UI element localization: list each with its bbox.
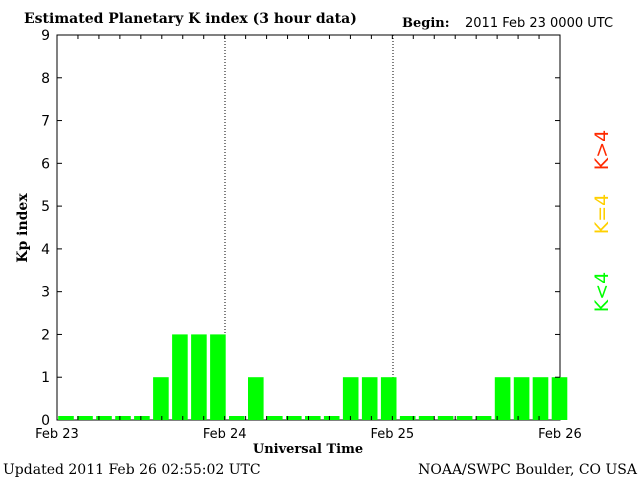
y-tick-label: 3 xyxy=(41,285,50,301)
kp-bar xyxy=(210,334,226,420)
kp-bar xyxy=(96,416,112,420)
x-axis-label: Universal Time xyxy=(253,442,363,457)
y-tick-label: 5 xyxy=(41,199,50,215)
kp-bar xyxy=(77,416,93,420)
updated-timestamp: Updated 2011 Feb 26 02:55:02 UTC xyxy=(3,462,261,478)
kp-bar xyxy=(248,377,264,420)
bars-group xyxy=(58,334,568,420)
kp-bar xyxy=(437,416,454,420)
kp-bar xyxy=(361,377,378,420)
y-tick-label: 6 xyxy=(41,156,50,172)
kp-bar xyxy=(286,416,302,420)
y-tick-label: 8 xyxy=(41,71,50,87)
x-tick-label: Feb 23 xyxy=(35,427,79,442)
kp-bar xyxy=(267,416,283,420)
y-tick-label: 7 xyxy=(41,114,50,130)
kp-bar xyxy=(323,416,340,420)
y-tick-label: 2 xyxy=(41,327,50,343)
chart-title: Estimated Planetary K index (3 hour data… xyxy=(24,11,357,27)
kp-bar xyxy=(229,416,245,420)
x-tick-label: Feb 25 xyxy=(370,427,414,442)
kp-bar xyxy=(342,377,359,420)
plot-frame xyxy=(56,34,561,421)
y-tick-label: 1 xyxy=(41,370,50,386)
kp-bar xyxy=(134,416,150,420)
kp-bar xyxy=(494,377,511,420)
legend-k-equal-4: K=4 xyxy=(591,194,613,234)
kp-bar xyxy=(532,377,549,420)
x-tick-label: Feb 26 xyxy=(538,427,582,442)
begin-value: 2011 Feb 23 0000 UTC xyxy=(465,16,613,31)
begin-label: Begin: xyxy=(402,16,450,31)
x-tick-label: Feb 24 xyxy=(203,427,247,442)
x-axis: Feb 23 Feb 24 Feb 25 Feb 26 xyxy=(35,35,582,442)
kp-bar xyxy=(380,377,397,420)
y-axis-label: Kp index xyxy=(15,193,31,263)
data-source: NOAA/SWPC Boulder, CO USA xyxy=(418,462,638,478)
kp-bar xyxy=(153,377,169,420)
legend-k-greater-4: K>4 xyxy=(591,130,613,170)
kp-bar xyxy=(399,416,416,420)
kp-bar xyxy=(172,334,188,420)
y-tick-label: 9 xyxy=(41,28,50,44)
kp-bar xyxy=(551,377,568,420)
y-tick-label: 0 xyxy=(41,413,50,429)
kp-bar xyxy=(58,416,74,420)
kp-bar xyxy=(513,377,530,420)
kp-bar xyxy=(191,334,207,420)
kp-bar xyxy=(115,416,131,420)
kp-bar xyxy=(305,416,321,420)
kp-bar xyxy=(456,416,473,420)
kp-bar xyxy=(475,416,492,420)
kp-bar xyxy=(418,416,435,420)
legend-k-less-4: K<4 xyxy=(591,272,613,312)
y-tick-label: 4 xyxy=(41,242,50,258)
y-axis: 0 1 2 3 4 5 6 7 8 9 xyxy=(41,28,560,429)
